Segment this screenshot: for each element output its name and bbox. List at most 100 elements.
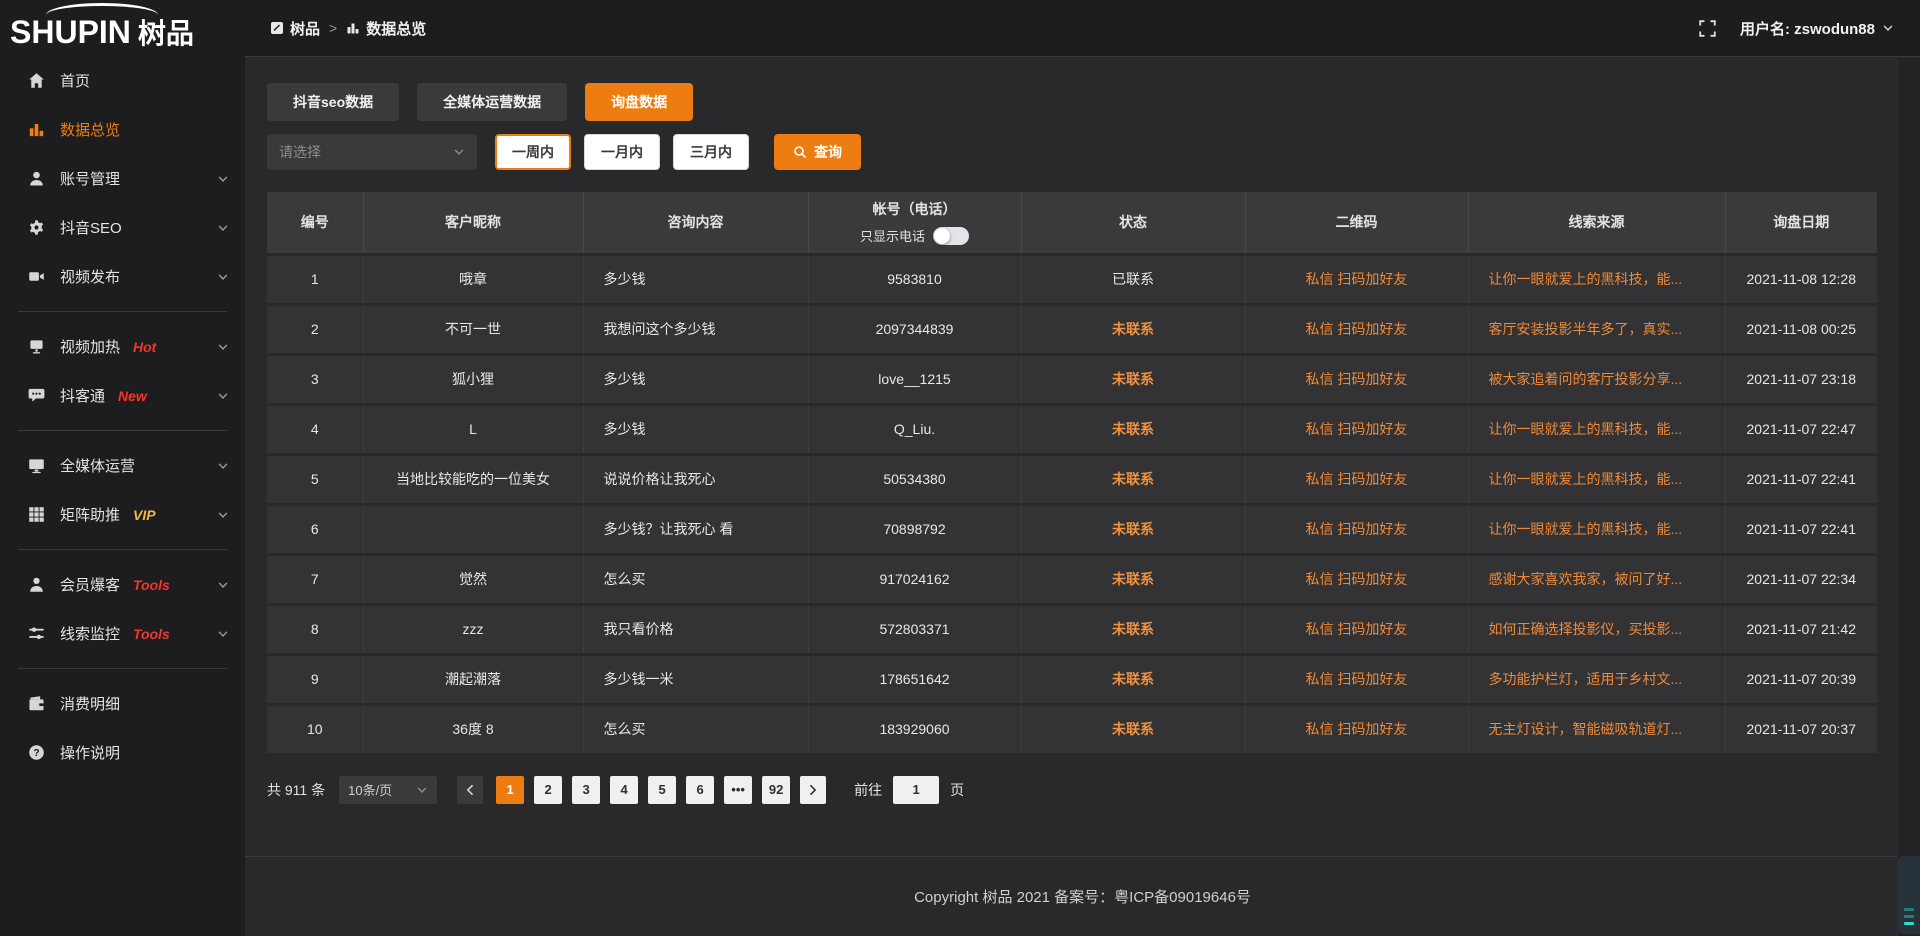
page-button[interactable]: 3 — [572, 775, 601, 804]
scrollbar-track[interactable] — [1897, 58, 1920, 936]
table-row: 10 36度 8 怎么买 183929060 未联系 私信 扫码加好友 无主灯设… — [267, 704, 1877, 756]
table-header-row: 编号 客户昵称 咨询内容 帐号（电话） 只显示电话 状态 二维码 线索来源 询盘… — [267, 192, 1877, 256]
qrcode-link[interactable]: 私信 扫码加好友 — [1305, 571, 1408, 587]
qrcode-link[interactable]: 私信 扫码加好友 — [1305, 321, 1408, 337]
qrcode-link[interactable]: 私信 扫码加好友 — [1305, 421, 1408, 437]
page-button[interactable]: 6 — [686, 775, 715, 804]
source-link[interactable]: 让你一眼就爱上的黑科技，能... — [1488, 271, 1683, 287]
cell-qrcode: 私信 扫码加好友 — [1245, 404, 1469, 456]
sidebar-item[interactable]: 会员爆客 Tools — [0, 560, 245, 609]
goto-page-input[interactable] — [893, 775, 940, 804]
cell-content: 怎么买 — [583, 554, 809, 606]
data-tabs: 抖音seo数据 全媒体运营数据 询盘数据 — [267, 83, 1897, 121]
sidebar-item[interactable]: 首页 — [0, 56, 245, 105]
sidebar-item[interactable]: 矩阵助推 VIP — [0, 490, 245, 539]
source-link[interactable]: 如何正确选择投影仪，买投影... — [1488, 621, 1683, 637]
sidebar-item[interactable]: 消费明细 — [0, 679, 245, 728]
user-menu[interactable]: 用户名: zswodun88 — [1740, 18, 1894, 39]
total-count: 共 911 条 — [267, 781, 326, 798]
cell-source: 如何正确选择投影仪，买投影... — [1468, 604, 1726, 656]
period-button[interactable]: 一月内 — [584, 134, 660, 170]
sidebar-item[interactable]: 视频加热 Hot — [0, 322, 245, 371]
page-button[interactable]: 4 — [610, 775, 639, 804]
qrcode-link[interactable]: 私信 扫码加好友 — [1305, 371, 1408, 387]
tab[interactable]: 全媒体运营数据 — [417, 83, 568, 121]
chevron-down-icon — [453, 146, 465, 158]
cell-status: 未联系 — [1021, 704, 1246, 756]
source-link[interactable]: 感谢大家喜欢我家，被问了好... — [1488, 571, 1683, 587]
next-page-button[interactable] — [800, 775, 827, 804]
sidebar-item-label: 矩阵助推 — [60, 507, 121, 524]
qrcode-link[interactable]: 私信 扫码加好友 — [1305, 721, 1408, 737]
breadcrumb: 树品 > 数据总览 — [270, 18, 426, 39]
source-link[interactable]: 让你一眼就爱上的黑科技，能... — [1488, 521, 1683, 537]
sidebar-item[interactable]: 全媒体运营 — [0, 441, 245, 490]
qrcode-link[interactable]: 私信 扫码加好友 — [1305, 521, 1408, 537]
source-link[interactable]: 无主灯设计，智能磁吸轨道灯... — [1488, 721, 1683, 737]
sidebar-item[interactable]: 账号管理 — [0, 154, 245, 203]
cell-source: 无主灯设计，智能磁吸轨道灯... — [1468, 704, 1726, 756]
page-size-label: 10条/页 — [348, 783, 393, 798]
logo-text-en: SHUPIN — [10, 14, 131, 50]
table-row: 5 当地比较能吃的一位美女 说说价格让我死心 50534380 未联系 私信 扫… — [267, 454, 1877, 506]
grid-icon — [28, 506, 45, 523]
page-button[interactable]: 5 — [648, 775, 677, 804]
page-size-select[interactable]: 10条/页 — [339, 775, 438, 804]
sidebar-item[interactable]: 视频发布 — [0, 252, 245, 301]
video-icon — [28, 268, 45, 285]
query-button[interactable]: 查询 — [774, 134, 861, 170]
tab[interactable]: 抖音seo数据 — [267, 83, 400, 121]
sidebar-item[interactable]: 数据总览 — [0, 105, 245, 154]
breadcrumb-item-home[interactable]: 树品 — [270, 18, 320, 39]
page-number: 4 — [620, 782, 628, 797]
period-button[interactable]: 一周内 — [495, 134, 571, 170]
widget-bar — [1904, 908, 1914, 911]
sidebar-item[interactable]: ? 操作说明 — [0, 728, 245, 777]
cell-source: 被大家追着问的客厅投影分享... — [1468, 354, 1726, 406]
page-button[interactable]: ••• — [724, 775, 753, 804]
prev-page-button[interactable] — [457, 775, 484, 804]
copyright-text: Copyright 树品 2021 备案号：粤ICP备09019646号 — [914, 889, 1251, 906]
source-link[interactable]: 被大家追着问的客厅投影分享... — [1488, 371, 1683, 387]
cell-id: 3 — [267, 354, 364, 406]
tab[interactable]: 询盘数据 — [585, 83, 694, 121]
breadcrumb-item-current[interactable]: 数据总览 — [346, 18, 426, 39]
account-select[interactable]: 请选择 — [267, 134, 477, 170]
floating-widget[interactable] — [1898, 856, 1920, 934]
col-header-account: 帐号（电话） 只显示电话 — [808, 192, 1022, 256]
fullscreen-icon[interactable] — [1699, 19, 1716, 37]
logo-arc-decoration — [46, 3, 158, 15]
source-link[interactable]: 多功能护栏灯，适用于乡村文... — [1488, 671, 1683, 687]
cell-date: 2021-11-07 20:39 — [1725, 654, 1877, 706]
status-text: 未联系 — [1112, 521, 1154, 537]
cell-id: 4 — [267, 404, 364, 456]
qrcode-link[interactable]: 私信 扫码加好友 — [1305, 471, 1408, 487]
top-header: 树品 > 数据总览 用户名: zswodun88 — [245, 0, 1920, 57]
page-button[interactable]: 1 — [496, 775, 525, 804]
cell-id: 5 — [267, 454, 364, 506]
qrcode-link[interactable]: 私信 扫码加好友 — [1305, 271, 1408, 287]
source-link[interactable]: 让你一眼就爱上的黑科技，能... — [1488, 421, 1683, 437]
cell-qrcode: 私信 扫码加好友 — [1245, 554, 1469, 606]
col-header-content: 咨询内容 — [583, 192, 809, 256]
qrcode-link[interactable]: 私信 扫码加好友 — [1305, 621, 1408, 637]
sidebar-item[interactable]: 线索监控 Tools — [0, 609, 245, 658]
cell-nickname: zzz — [363, 604, 584, 656]
source-link[interactable]: 客厅安装投影半年多了，真实... — [1488, 321, 1683, 337]
page-button[interactable]: 2 — [534, 775, 563, 804]
sidebar-item[interactable]: 抖客通 New — [0, 371, 245, 420]
col-header-qrcode: 二维码 — [1245, 192, 1469, 256]
breadcrumb-label: 数据总览 — [366, 20, 427, 38]
phone-only-toggle[interactable] — [933, 226, 969, 245]
cell-qrcode: 私信 扫码加好友 — [1245, 454, 1469, 506]
period-button[interactable]: 三月内 — [673, 134, 749, 170]
qrcode-link[interactable]: 私信 扫码加好友 — [1305, 671, 1408, 687]
status-text: 已联系 — [1112, 271, 1154, 287]
page-button[interactable]: 92 — [762, 775, 791, 804]
sidebar-item[interactable]: 抖音SEO — [0, 203, 245, 252]
sidebar-item-label: 视频加热 — [60, 339, 121, 356]
col-header-nickname: 客户昵称 — [363, 192, 584, 256]
cell-nickname: 觉然 — [363, 554, 584, 606]
chevron-down-icon — [217, 271, 229, 283]
source-link[interactable]: 让你一眼就爱上的黑科技，能... — [1488, 471, 1683, 487]
